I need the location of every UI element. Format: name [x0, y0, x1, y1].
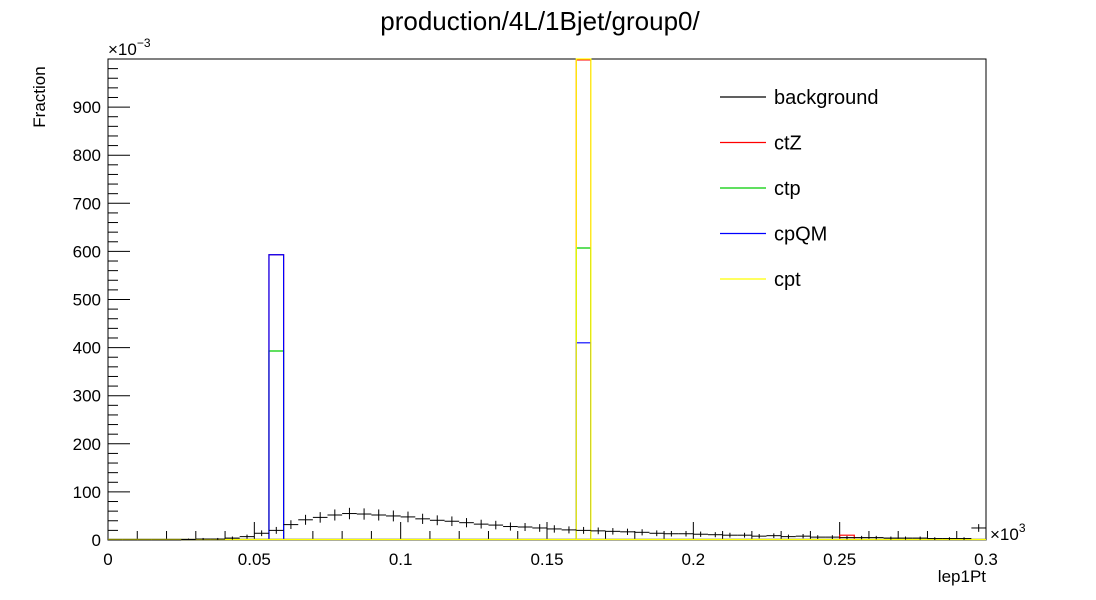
legend-label-ctp: ctp	[774, 178, 801, 200]
x-tick-label: 0.1	[389, 550, 413, 569]
series-ctz	[108, 59, 986, 541]
y-multiplier-label: ×10−3	[108, 36, 151, 59]
chart-title: production/4L/1Bjet/group0/	[380, 6, 700, 36]
x-tick-label: 0.05	[238, 550, 271, 569]
legend-label-ctz: ctZ	[774, 133, 802, 155]
series-bar-ctp	[268, 350, 285, 540]
series-bar-ctz	[575, 59, 592, 540]
y-multiplier-base: ×10	[108, 40, 137, 59]
x-tick-label: 0.25	[823, 550, 856, 569]
svg-text:×10−3: ×10−3	[108, 36, 151, 59]
series-bar-cpt	[575, 58, 592, 540]
series-cpqm	[108, 254, 986, 541]
plot-frame	[107, 58, 987, 541]
series-bar-ctz	[268, 254, 285, 540]
x-multiplier-exponent: 3	[1019, 521, 1026, 535]
series-bar-cpqm	[268, 254, 285, 540]
series-ctp	[108, 247, 986, 541]
y-tick-label: 400	[73, 339, 101, 358]
x-tick-label: 0.3	[974, 550, 998, 569]
y-tick-label: 500	[73, 291, 101, 310]
x-tick-label: 0.15	[530, 550, 563, 569]
y-tick-label: 700	[73, 194, 101, 213]
y-tick-label: 900	[73, 98, 101, 117]
x-tick-label: 0	[103, 550, 112, 569]
legend: background ctZ ctp cpQM cpt	[720, 87, 879, 291]
y-tick-label: 0	[92, 531, 101, 550]
y-axis-title: Fraction	[30, 66, 49, 127]
legend-label-background: background	[774, 87, 879, 109]
y-tick-label: 100	[73, 483, 101, 502]
y-tick-label: 600	[73, 242, 101, 261]
x-axis-title: lep1Pt	[938, 567, 986, 586]
y-tick-label: 300	[73, 387, 101, 406]
x-multiplier-base: ×10	[990, 525, 1019, 544]
legend-label-cpt: cpt	[774, 269, 801, 291]
y-multiplier-exponent: −3	[137, 36, 151, 50]
y-tick-label: 800	[73, 146, 101, 165]
x-multiplier-label: ×103	[990, 521, 1026, 544]
series-bar-ctp	[575, 247, 592, 540]
series-cpt	[108, 58, 986, 541]
y-minor-ticks	[108, 68, 118, 531]
y-tick-label: 200	[73, 435, 101, 454]
series-background	[108, 507, 986, 541]
x-tick-label: 0.2	[682, 550, 706, 569]
legend-label-cpqm: cpQM	[774, 224, 827, 246]
svg-text:×103: ×103	[990, 521, 1026, 544]
series-bar-cpqm	[575, 342, 592, 540]
